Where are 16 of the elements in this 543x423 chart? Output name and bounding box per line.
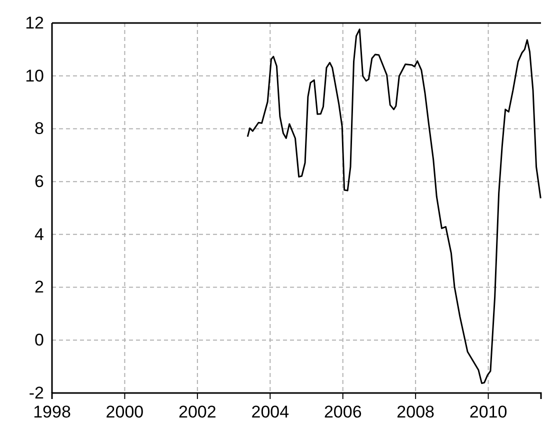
x-tick-label: 2004 [251,402,290,422]
y-tick-label: 12 [25,13,44,32]
x-tick-label: 2002 [178,402,216,422]
y-tick-label: -2 [28,383,44,402]
line-series [246,28,542,384]
y-tick-label: 2 [34,278,44,297]
x-tick-label: 2006 [324,402,362,422]
y-tick-label: 4 [34,224,44,244]
y-tick-label: 8 [34,119,44,138]
x-tick-label: 2000 [106,402,144,422]
y-tick-label: 6 [34,172,44,192]
y-tick-label: 0 [34,330,44,350]
x-tick-label: 1998 [33,402,71,422]
x-tick-label: 2008 [396,402,434,422]
x-tick-label: 2010 [469,402,508,422]
y-tick-label: 10 [25,66,44,86]
